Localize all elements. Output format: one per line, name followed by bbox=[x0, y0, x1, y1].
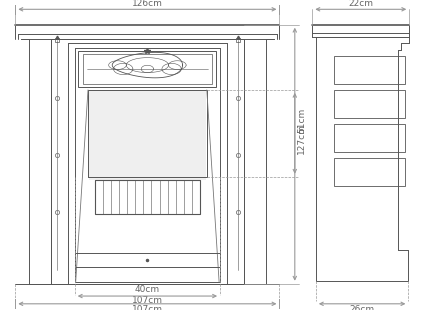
Bar bbox=[334, 90, 405, 118]
Text: 107cm: 107cm bbox=[132, 305, 163, 310]
Text: 26cm: 26cm bbox=[349, 305, 375, 310]
Text: 126cm: 126cm bbox=[132, 0, 163, 8]
Text: 51cm: 51cm bbox=[297, 108, 306, 133]
Text: 40cm: 40cm bbox=[135, 285, 160, 294]
Text: 127cm: 127cm bbox=[297, 123, 306, 154]
Bar bbox=[78, 51, 216, 87]
Bar bbox=[334, 158, 405, 186]
Text: 107cm: 107cm bbox=[132, 296, 163, 305]
Text: 22cm: 22cm bbox=[348, 0, 373, 8]
Bar bbox=[95, 180, 200, 214]
Bar bbox=[83, 54, 212, 84]
Bar bbox=[334, 124, 405, 152]
Bar bbox=[89, 90, 206, 180]
Bar bbox=[334, 56, 405, 84]
